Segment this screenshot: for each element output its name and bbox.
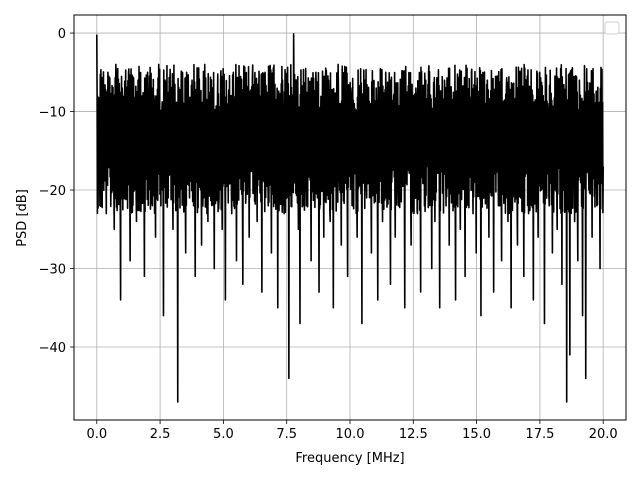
y-tick-label: −40 (39, 341, 66, 356)
x-tick-label: 15.0 (462, 427, 491, 442)
y-tick-label: 0 (58, 27, 66, 42)
plot-frame (73, 14, 627, 421)
x-tick-label: 2.5 (150, 427, 171, 442)
y-tick-label: −30 (39, 263, 66, 278)
x-axis-ticks: 0.0 2.5 5.0 7.5 10.0 12.5 15.0 17.5 20.0 (86, 420, 618, 442)
series-group (95, 33, 605, 403)
psd-series-line (95, 33, 605, 403)
y-tick-label: −20 (39, 184, 66, 199)
x-tick-label: 0.0 (86, 427, 107, 442)
x-tick-label: 5.0 (213, 427, 234, 442)
x-tick-label: 12.5 (399, 427, 428, 442)
x-tick-label: 7.5 (276, 427, 297, 442)
y-axis-ticks: 0 −10 −20 −30 −40 (39, 27, 74, 356)
x-tick-label: 17.5 (525, 427, 554, 442)
x-tick-label: 20.0 (589, 427, 618, 442)
x-tick-label: 10.0 (336, 427, 365, 442)
y-tick-label: −10 (39, 106, 66, 121)
x-axis-label: Frequency [MHz] (295, 451, 404, 466)
legend-box (604, 21, 620, 35)
y-axis-label: PSD [dB] (15, 189, 30, 247)
